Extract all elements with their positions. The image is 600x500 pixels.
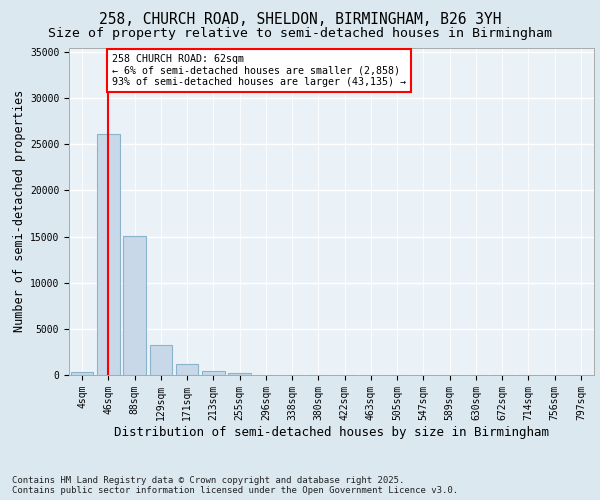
Text: Size of property relative to semi-detached houses in Birmingham: Size of property relative to semi-detach… bbox=[48, 28, 552, 40]
Bar bbox=[150, 346, 172, 375]
Bar bbox=[176, 364, 198, 375]
Bar bbox=[124, 236, 146, 375]
Y-axis label: Number of semi-detached properties: Number of semi-detached properties bbox=[13, 90, 26, 332]
Bar bbox=[202, 371, 224, 375]
Bar bbox=[229, 373, 251, 375]
Text: Contains HM Land Registry data © Crown copyright and database right 2025.
Contai: Contains HM Land Registry data © Crown c… bbox=[12, 476, 458, 495]
Text: 258 CHURCH ROAD: 62sqm
← 6% of semi-detached houses are smaller (2,858)
93% of s: 258 CHURCH ROAD: 62sqm ← 6% of semi-deta… bbox=[112, 54, 406, 87]
Bar bbox=[71, 372, 93, 375]
X-axis label: Distribution of semi-detached houses by size in Birmingham: Distribution of semi-detached houses by … bbox=[114, 426, 549, 438]
Bar bbox=[97, 134, 119, 375]
Text: 258, CHURCH ROAD, SHELDON, BIRMINGHAM, B26 3YH: 258, CHURCH ROAD, SHELDON, BIRMINGHAM, B… bbox=[99, 12, 501, 28]
